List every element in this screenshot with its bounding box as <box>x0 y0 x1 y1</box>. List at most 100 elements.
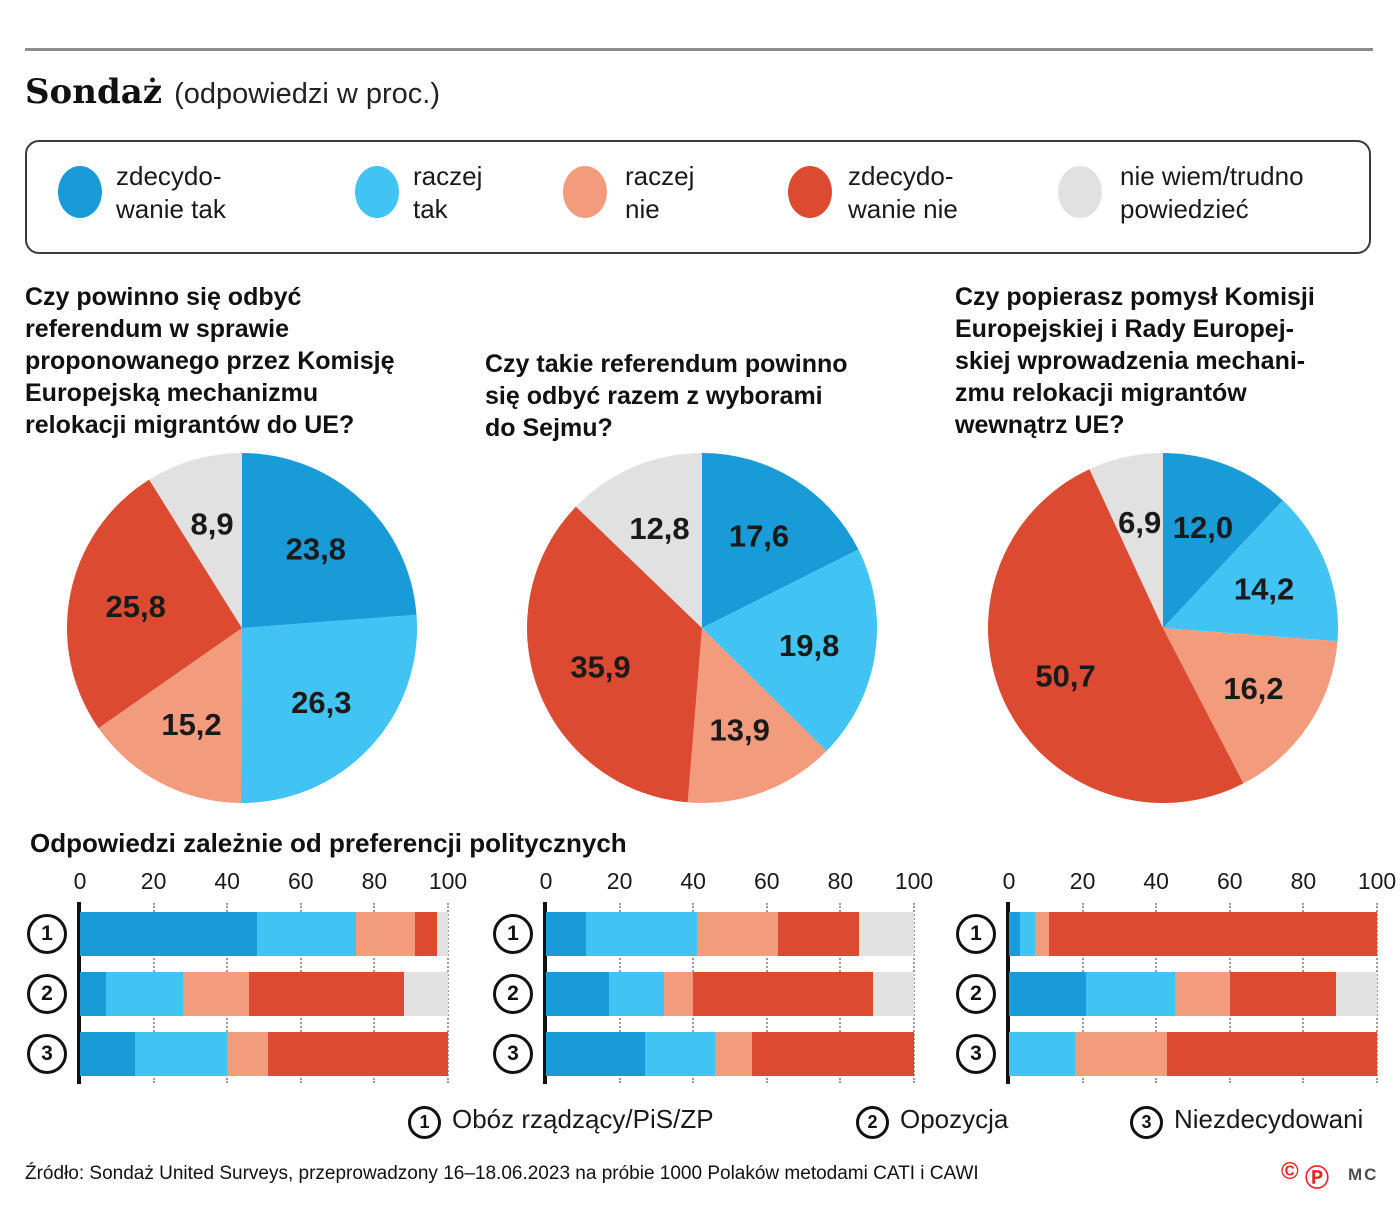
stacked-bar-row <box>80 912 448 956</box>
legend-label-rather-yes: raczej tak <box>413 160 482 226</box>
pie-value-label: 50,7 <box>1035 659 1095 694</box>
bar-segment-nie-wiem-trudno-powiedzie- <box>858 912 914 956</box>
legend-dot-rather-yes <box>355 166 399 218</box>
x-axis-tick-label: 100 <box>1357 868 1397 894</box>
bar-segment-zdecydowanie-tak <box>546 912 587 956</box>
pie-chart-question-2: 17,6 19,8 13,9 35,9 12,8 <box>526 453 877 804</box>
question-line: referendum w sprawie <box>25 315 289 343</box>
bar-segment-zdecydowanie-tak <box>80 1032 136 1076</box>
pie-value-label: 8,9 <box>191 507 234 542</box>
bar-legend-label-3: Niezdecydowani <box>1174 1104 1364 1134</box>
x-axis-tick-label: 20 <box>140 868 167 894</box>
legend-label-line: raczej <box>625 161 695 191</box>
bar-legend-label-1: Obóz rządzący/PiS/ZP <box>452 1104 714 1134</box>
pie-slice-raczej-nie <box>687 628 827 804</box>
x-axis-tick-label: 0 <box>73 868 87 894</box>
bar-segment-zdecydowanie-tak <box>80 912 257 956</box>
question-3: Czy popierasz pomysł Komisji Europejskie… <box>955 281 1315 441</box>
stacked-bar-row <box>80 972 448 1016</box>
question-line: Czy powinno się odbyć <box>25 283 302 311</box>
legend-dot-strong-yes <box>58 166 102 218</box>
x-axis-tick-label: 60 <box>754 868 780 894</box>
bar-legend-label-2: Opozycja <box>900 1104 1009 1134</box>
row-marker-2: 2 <box>956 974 996 1014</box>
x-axis-tick-label: 0 <box>1002 868 1016 894</box>
question-line: Czy popierasz pomysł Komisji <box>955 283 1315 311</box>
pie-value-label: 23,8 <box>286 531 346 566</box>
author-credit: MC <box>1348 1165 1379 1184</box>
x-axis-tick-label: 20 <box>1069 868 1096 894</box>
source-text: Źródło: Sondaż United Surveys, przeprowa… <box>25 1163 979 1184</box>
stacked-bar-row <box>80 1032 448 1076</box>
x-axis-tick-label: 60 <box>288 868 314 894</box>
x-axis-tick-label: 100 <box>894 868 934 894</box>
question-line: do Sejmu? <box>485 414 613 442</box>
pie-value-label: 6,9 <box>1118 505 1161 540</box>
pie-value-label: 15,2 <box>161 707 221 742</box>
question-line: Europejską mechanizmu <box>25 379 319 407</box>
gridline <box>1376 903 1378 1083</box>
gridline <box>447 903 449 1083</box>
pie-slice-raczej-nie <box>1163 628 1338 784</box>
stacked-bar-row <box>1009 912 1377 956</box>
legend-dot-rather-no <box>563 166 607 218</box>
stacked-bar-row <box>1009 972 1377 1016</box>
pie-value-label: 12,8 <box>629 511 689 546</box>
x-axis-tick-label: 60 <box>1217 868 1243 894</box>
bar-segment-raczej-tak <box>1009 1032 1076 1076</box>
legend-label-line: zdecydo- <box>848 161 954 191</box>
pie-slice-zdecydowanie-nie <box>988 469 1244 803</box>
question-line: proponowanego przez Komisję <box>25 347 395 375</box>
row-marker-3: 3 <box>956 1034 996 1074</box>
row-marker-1: 1 <box>27 914 67 954</box>
row-marker-3: 3 <box>493 1034 533 1074</box>
stacked-bars-canvas: 0 20 40 60 80 100 1 2 3 0 20 40 60 80 100 1 2 3 0 20 40 60 80 1… <box>0 860 1400 1110</box>
bar-segment-raczej-tak <box>645 1032 716 1076</box>
x-axis-tick-label: 80 <box>361 868 388 894</box>
gridline <box>913 903 915 1083</box>
bar-segment-nie-wiem-trudno-powiedzie- <box>436 912 448 956</box>
bar-segment-zdecydowanie-nie <box>1167 1032 1377 1076</box>
bar-segment-raczej-nie <box>1034 912 1050 956</box>
legend-label-line: powiedzieć <box>1120 194 1249 224</box>
legend-label-line: tak <box>413 194 448 224</box>
legend-label-line: raczej <box>413 161 483 191</box>
legend-label-line: nie wiem/trudno <box>1120 161 1304 191</box>
y-axis-spine <box>77 902 81 1084</box>
question-line: wewnątrz UE? <box>955 411 1125 439</box>
question-line: relokacji migrantów do UE? <box>25 411 355 439</box>
bar-segment-nie-wiem-trudno-powiedzie- <box>873 972 914 1016</box>
row-marker-1: 1 <box>956 914 996 954</box>
row-marker-1: 1 <box>493 914 533 954</box>
pie-value-label: 16,2 <box>1223 671 1283 706</box>
bar-segment-zdecydowanie-nie <box>752 1032 914 1076</box>
x-axis-tick-label: 80 <box>1290 868 1317 894</box>
pie-slice-zdecydowanie-nie <box>67 479 242 729</box>
header: Sondaż (odpowiedzi w proc.) <box>25 72 440 112</box>
legend-label-strong-no: zdecydo- wanie nie <box>848 160 958 226</box>
x-axis-tick-label: 80 <box>827 868 854 894</box>
bar-segment-raczej-nie <box>715 1032 753 1076</box>
top-divider <box>25 48 1373 51</box>
bar-segment-raczej-nie <box>1075 1032 1168 1076</box>
bar-legend-marker-3: 3 <box>1130 1106 1163 1139</box>
phonogram-icon: Ⓟ <box>1305 1165 1329 1192</box>
legend-label-dont-know: nie wiem/trudno powiedzieć <box>1120 160 1304 226</box>
stacked-bar-row <box>546 1032 914 1076</box>
pie-value-label: 26,3 <box>291 685 351 720</box>
bar-segment-zdecydowanie-nie <box>249 972 404 1016</box>
x-axis-tick-label: 20 <box>606 868 633 894</box>
pie-slice-raczej-nie <box>98 628 242 803</box>
row-marker-2: 2 <box>27 974 67 1014</box>
bar-segment-nie-wiem-trudno-powiedzie- <box>403 972 448 1016</box>
bar-segment-zdecydowanie-nie <box>1049 912 1377 956</box>
row-marker-3: 3 <box>27 1034 67 1074</box>
pie-slice-nie-wiem-trudno-powiedzie- <box>149 453 242 628</box>
y-axis-spine <box>1006 902 1010 1084</box>
pie-value-label: 19,8 <box>779 628 839 663</box>
bar-segment-raczej-nie <box>1174 972 1230 1016</box>
stacked-bar-row <box>546 912 914 956</box>
x-axis-tick-label: 40 <box>1143 868 1169 894</box>
bar-segment-raczej-tak <box>256 912 356 956</box>
